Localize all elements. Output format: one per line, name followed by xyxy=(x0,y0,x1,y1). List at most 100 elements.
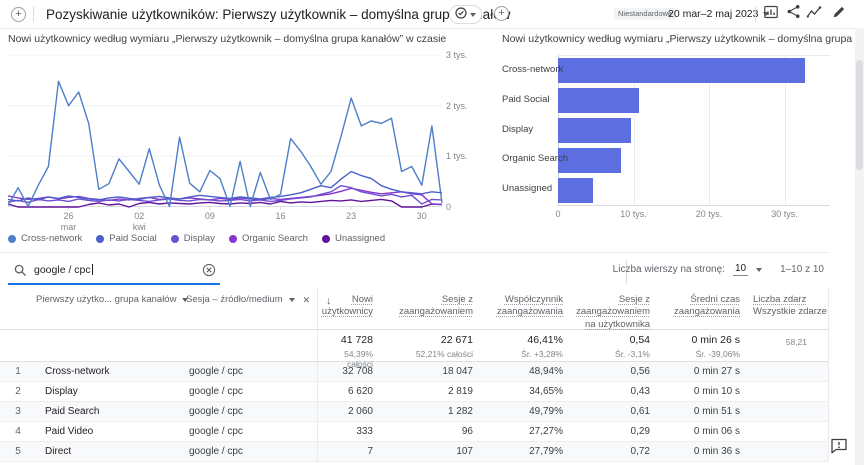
event-count-sub[interactable]: Wszystkie zdarze xyxy=(753,306,827,318)
gridline xyxy=(784,56,786,205)
metric-cell: 0,61 xyxy=(630,406,650,417)
bar-chart xyxy=(558,55,830,206)
rows-per-page-label: Liczba wierszy na stronę: xyxy=(612,264,725,275)
data-table: Pierwszy użytko... grupa kanałów Sesja –… xyxy=(0,288,829,462)
chevron-down-icon[interactable] xyxy=(756,267,763,272)
source-medium-cell: google / cpc xyxy=(186,422,318,441)
bar-category-label: Organic Search xyxy=(502,153,569,165)
legend-label: Organic Search xyxy=(241,233,308,244)
rows-per-page-select[interactable]: 10 xyxy=(732,263,749,276)
metric-cell: 48,94% xyxy=(529,366,563,377)
row-number: 1 xyxy=(15,366,21,377)
share-button[interactable] xyxy=(784,5,802,23)
source-medium-cell: google / cpc xyxy=(186,442,318,461)
metric-header-event-count[interactable]: Liczba zdarz Wszystkie zdarze xyxy=(753,294,827,318)
row-number: 3 xyxy=(15,406,21,417)
legend-dot-icon xyxy=(321,234,330,243)
insights-icon xyxy=(806,4,822,25)
metric-header-engaged-sessions-per-user[interactable]: Sesje z zaangażowaniem na użytkownika xyxy=(576,294,650,330)
total-sub: 52,21% całości xyxy=(415,349,473,359)
metric-cell: 0,72 xyxy=(630,446,650,457)
bar-x-axis-tick: 0 xyxy=(555,209,561,219)
table-row[interactable]: 4 Paid Video google / cpc 333 96 27,27% 0,29 0 … xyxy=(0,422,828,442)
chevron-down-icon xyxy=(182,298,189,302)
check-circle-icon xyxy=(455,6,467,24)
line-chart-legend: Cross-network Paid Social Display Organic S… xyxy=(8,233,385,244)
metric-cell: 27,27% xyxy=(529,426,563,437)
scrollbar[interactable] xyxy=(855,28,864,465)
dimension2-header[interactable]: Sesja – źródło/medium ✕ xyxy=(186,288,318,332)
metric-cell: 0 min 36 s xyxy=(693,446,740,457)
bar-category-label: Display xyxy=(502,123,534,135)
row-number: 4 xyxy=(15,426,21,437)
dimension1-header[interactable]: Pierwszy użytko... grupa kanałów xyxy=(0,288,189,331)
x-axis-tick: 30 xyxy=(416,211,427,221)
source-medium-cell: google / cpc xyxy=(186,362,318,381)
bar-display xyxy=(558,118,632,143)
table-row[interactable]: 3 Paid Search google / cpc 2 060 1 282 49,79%… xyxy=(0,402,828,422)
feedback-button[interactable] xyxy=(829,438,849,458)
metric-cell: 96 xyxy=(461,426,473,437)
page-title: Pozyskiwanie użytkowników: Pierwszy użyt… xyxy=(46,7,511,22)
scrollbar-thumb[interactable] xyxy=(856,60,863,170)
legend-dot-icon xyxy=(96,234,105,243)
edit-button[interactable] xyxy=(830,5,848,23)
legend-item: Cross-network xyxy=(8,233,82,244)
table-row[interactable]: 5 Direct google / cpc 7 107 27,79% 0,72 0 min 3… xyxy=(0,442,828,462)
legend-label: Unassigned xyxy=(334,233,386,244)
metric-cell: 32 708 xyxy=(342,366,373,377)
metric-header-engagement-rate[interactable]: Współczynnik zaangażowania xyxy=(496,294,563,318)
total-sub: Śr. -3,1% xyxy=(615,349,650,359)
table-row[interactable]: 2 Display google / cpc 6 620 2 819 34,65% 0,43… xyxy=(0,382,828,402)
report-status-dropdown[interactable] xyxy=(449,5,482,24)
feedback-icon xyxy=(830,437,848,460)
table-header-row: Pierwszy użytko... grupa kanałów Sesja –… xyxy=(0,288,828,332)
metric-cell: 6 620 xyxy=(347,386,373,397)
table-search-input[interactable]: google / cpc xyxy=(8,258,220,285)
legend-dot-icon xyxy=(8,234,16,243)
channel-cell: Paid Video xyxy=(45,426,94,437)
section-divider xyxy=(0,252,828,253)
source-medium-cell: google / cpc xyxy=(186,382,318,401)
gridline xyxy=(633,56,635,205)
table-totals-row: 41 728 54,39% całości 22 671 52,21% całośc… xyxy=(0,330,828,369)
metric-header-engaged-sessions[interactable]: Sesje z zaangażowaniem xyxy=(399,294,473,318)
search-icon xyxy=(14,264,27,282)
metric-header-new-users[interactable]: ↓ Nowi użytkownicy xyxy=(321,294,373,318)
date-range-picker[interactable]: 20 mar–2 maj 2023 xyxy=(668,8,770,20)
legend-label: Cross-network xyxy=(21,233,83,244)
y-axis-tick: 0 xyxy=(446,202,452,212)
chevron-down-icon xyxy=(288,298,295,302)
metric-cell: 2 819 xyxy=(447,386,473,397)
search-value: google / cpc xyxy=(34,264,93,276)
metric-header-avg-engagement-time[interactable]: Średni czas zaangażowania xyxy=(673,294,740,318)
clear-search-icon[interactable] xyxy=(202,263,216,282)
remove-dimension-icon[interactable]: ✕ xyxy=(302,295,311,305)
insights-button[interactable] xyxy=(805,5,823,23)
bar-x-axis-tick: 20 tys. xyxy=(695,209,723,219)
legend-dot-icon xyxy=(228,234,237,243)
row-number: 2 xyxy=(15,386,21,397)
gridline xyxy=(709,56,710,205)
legend-label: Paid Social xyxy=(109,233,157,244)
table-row[interactable]: 1 Cross-network google / cpc 32 708 18 047 48… xyxy=(0,362,828,382)
bar-chart-title: Nowi użytkownicy według wymiaru „Pierwsz… xyxy=(502,33,864,45)
metric-cell: 0 min 27 s xyxy=(693,366,740,377)
x-axis-tick: 16 xyxy=(275,211,286,221)
sort-desc-icon[interactable]: ↓ xyxy=(326,295,332,307)
pagination-controls: Liczba wierszy na stronę: 10 1–10 z 10 xyxy=(613,263,824,276)
customize-report-button[interactable] xyxy=(762,5,780,23)
text-cursor xyxy=(91,264,93,275)
total-value: 41 728 xyxy=(340,334,373,346)
share-icon xyxy=(786,4,801,24)
legend-item: Unassigned xyxy=(321,233,386,244)
metric-cell: 27,79% xyxy=(529,446,563,457)
add-report-button[interactable]: + xyxy=(11,7,26,22)
y-axis-tick: 3 tys. xyxy=(446,50,468,60)
metric-cell: 0 min 06 s xyxy=(693,426,740,437)
channel-cell: Direct xyxy=(45,446,72,457)
add-comparison-button[interactable]: + xyxy=(494,6,509,21)
bar-organic-search xyxy=(558,147,621,173)
pagination-range: 1–10 z 10 xyxy=(780,264,824,275)
metric-cell: 0,56 xyxy=(630,366,650,377)
